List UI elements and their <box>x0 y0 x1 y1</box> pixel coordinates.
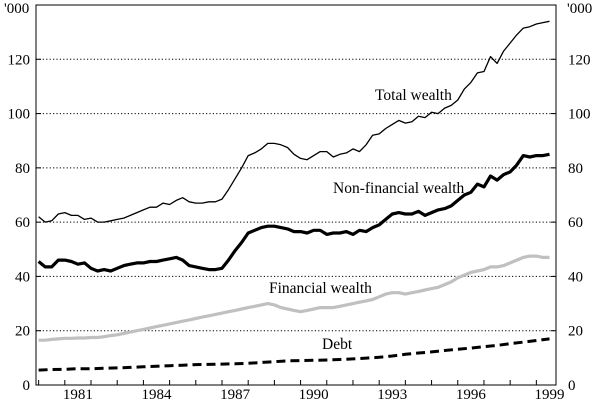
x-tick-label-1999: 1999 <box>534 387 564 403</box>
plot-frame <box>35 4 557 386</box>
y-unit-label-left: '000 <box>4 1 29 17</box>
y-tick-label-right-40: 40 <box>568 269 583 285</box>
annotation-total-wealth: Total wealth <box>375 87 452 104</box>
series-total-wealth-line <box>38 20 550 223</box>
y-tick-label-right-20: 20 <box>568 324 583 340</box>
y-tick-label-left-40: 40 <box>15 269 30 285</box>
axis-ticks: 0 0 20 20 40 40 60 60 80 80 100 100 120 120 1981 1984 19… <box>8 52 591 403</box>
y-tick-label-right-120: 120 <box>568 52 591 68</box>
y-unit-label-right: '000 <box>567 1 592 17</box>
annotation-debt: Debt <box>322 336 353 353</box>
x-tick-label-1993: 1993 <box>377 387 407 403</box>
series-lines <box>37 20 550 372</box>
y-tick-label-right-60: 60 <box>568 215 583 231</box>
y-tick-label-left-100: 100 <box>8 107 31 123</box>
x-tick-label-1987: 1987 <box>220 387 251 403</box>
y-tick-label-right-100: 100 <box>568 107 591 123</box>
y-tick-label-right-0: 0 <box>568 378 576 394</box>
x-tick-label-1996: 1996 <box>456 387 487 403</box>
y-tick-label-right-80: 80 <box>568 161 583 177</box>
annotation-non-financial-wealth: Non-financial wealth <box>333 180 465 197</box>
x-tick-label-1990: 1990 <box>299 387 329 403</box>
y-tick-label-left-120: 120 <box>8 52 31 68</box>
x-tick-label-1981: 1981 <box>63 387 93 403</box>
x-tick-label-1984: 1984 <box>142 387 173 403</box>
series-financial-wealth-line <box>38 254 550 342</box>
series-non-financial-wealth-line <box>37 152 550 273</box>
y-tick-label-left-80: 80 <box>15 161 30 177</box>
y-tick-label-left-60: 60 <box>15 215 30 231</box>
y-tick-label-left-20: 20 <box>15 324 30 340</box>
annotation-financial-wealth: Financial wealth <box>269 280 372 297</box>
y-tick-label-left-0: 0 <box>23 378 31 394</box>
series-debt-line <box>38 337 550 372</box>
